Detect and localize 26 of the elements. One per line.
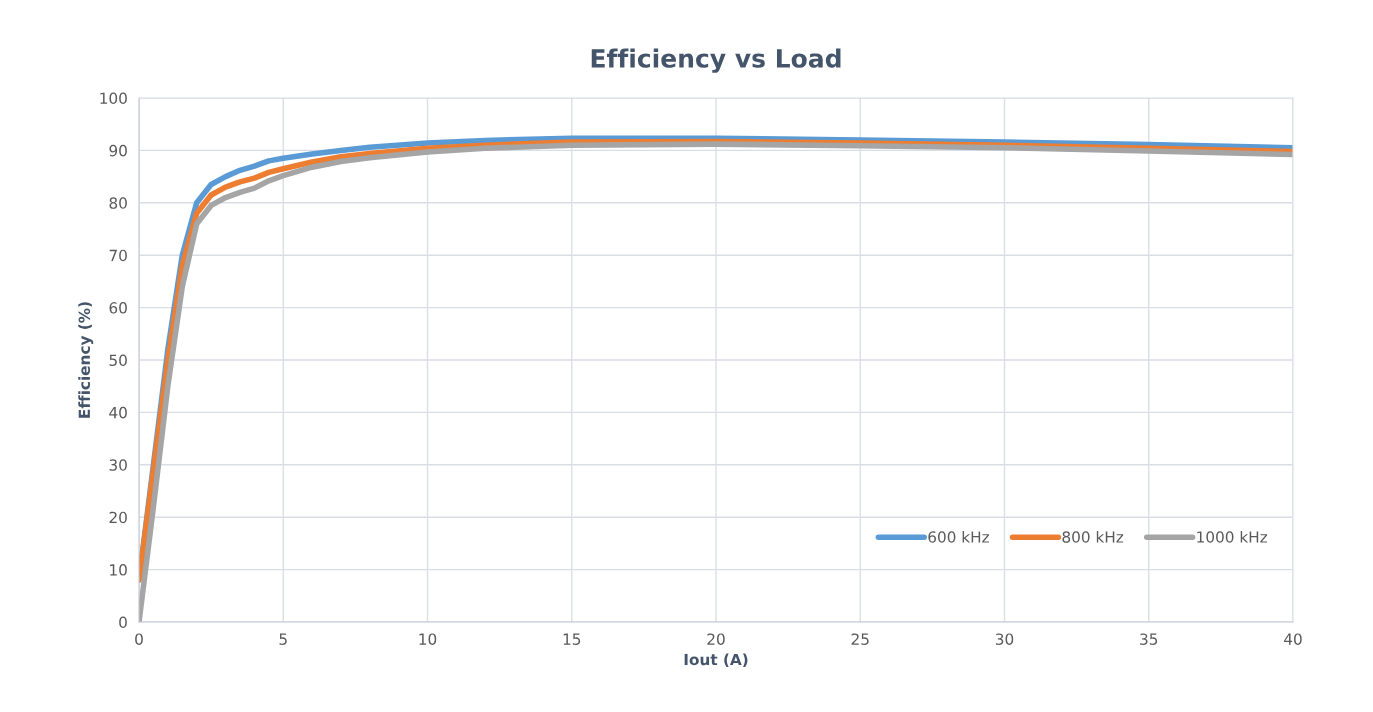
legend-label: 1000 kHz <box>1197 530 1268 543</box>
legend-label: 800 kHz <box>1062 530 1124 543</box>
y-tick-label: 0 <box>119 616 127 629</box>
y-tick-label: 40 <box>109 406 127 419</box>
y-tick-label: 70 <box>109 249 127 262</box>
y-tick-label: 50 <box>109 354 127 367</box>
y-tick-label: 10 <box>110 564 127 576</box>
legend-label: 600 kHz <box>928 530 989 543</box>
x-tick-label: 15 <box>563 633 581 645</box>
x-tick-label: 20 <box>707 633 725 645</box>
x-tick-label: 40 <box>1284 633 1302 645</box>
chart-title: Efficiency vs Load <box>591 48 841 73</box>
y-tick-label: 100 <box>100 92 127 105</box>
x-tick-label: 35 <box>1140 633 1158 645</box>
x-axis-title: Iout (A) <box>684 653 748 668</box>
y-tick-label: 30 <box>109 459 127 471</box>
y-axis-title: Efficiency (%) <box>78 302 94 418</box>
x-tick-label: 5 <box>279 633 287 645</box>
y-tick-label: 90 <box>109 144 127 157</box>
x-tick-label: 30 <box>995 633 1014 645</box>
y-tick-label: 80 <box>109 197 127 209</box>
x-tick-label: 25 <box>851 633 869 645</box>
x-tick-label: 0 <box>135 633 143 645</box>
y-tick-label: 60 <box>109 302 127 314</box>
y-tick-label: 20 <box>109 511 127 524</box>
x-tick-label: 10 <box>419 633 437 645</box>
